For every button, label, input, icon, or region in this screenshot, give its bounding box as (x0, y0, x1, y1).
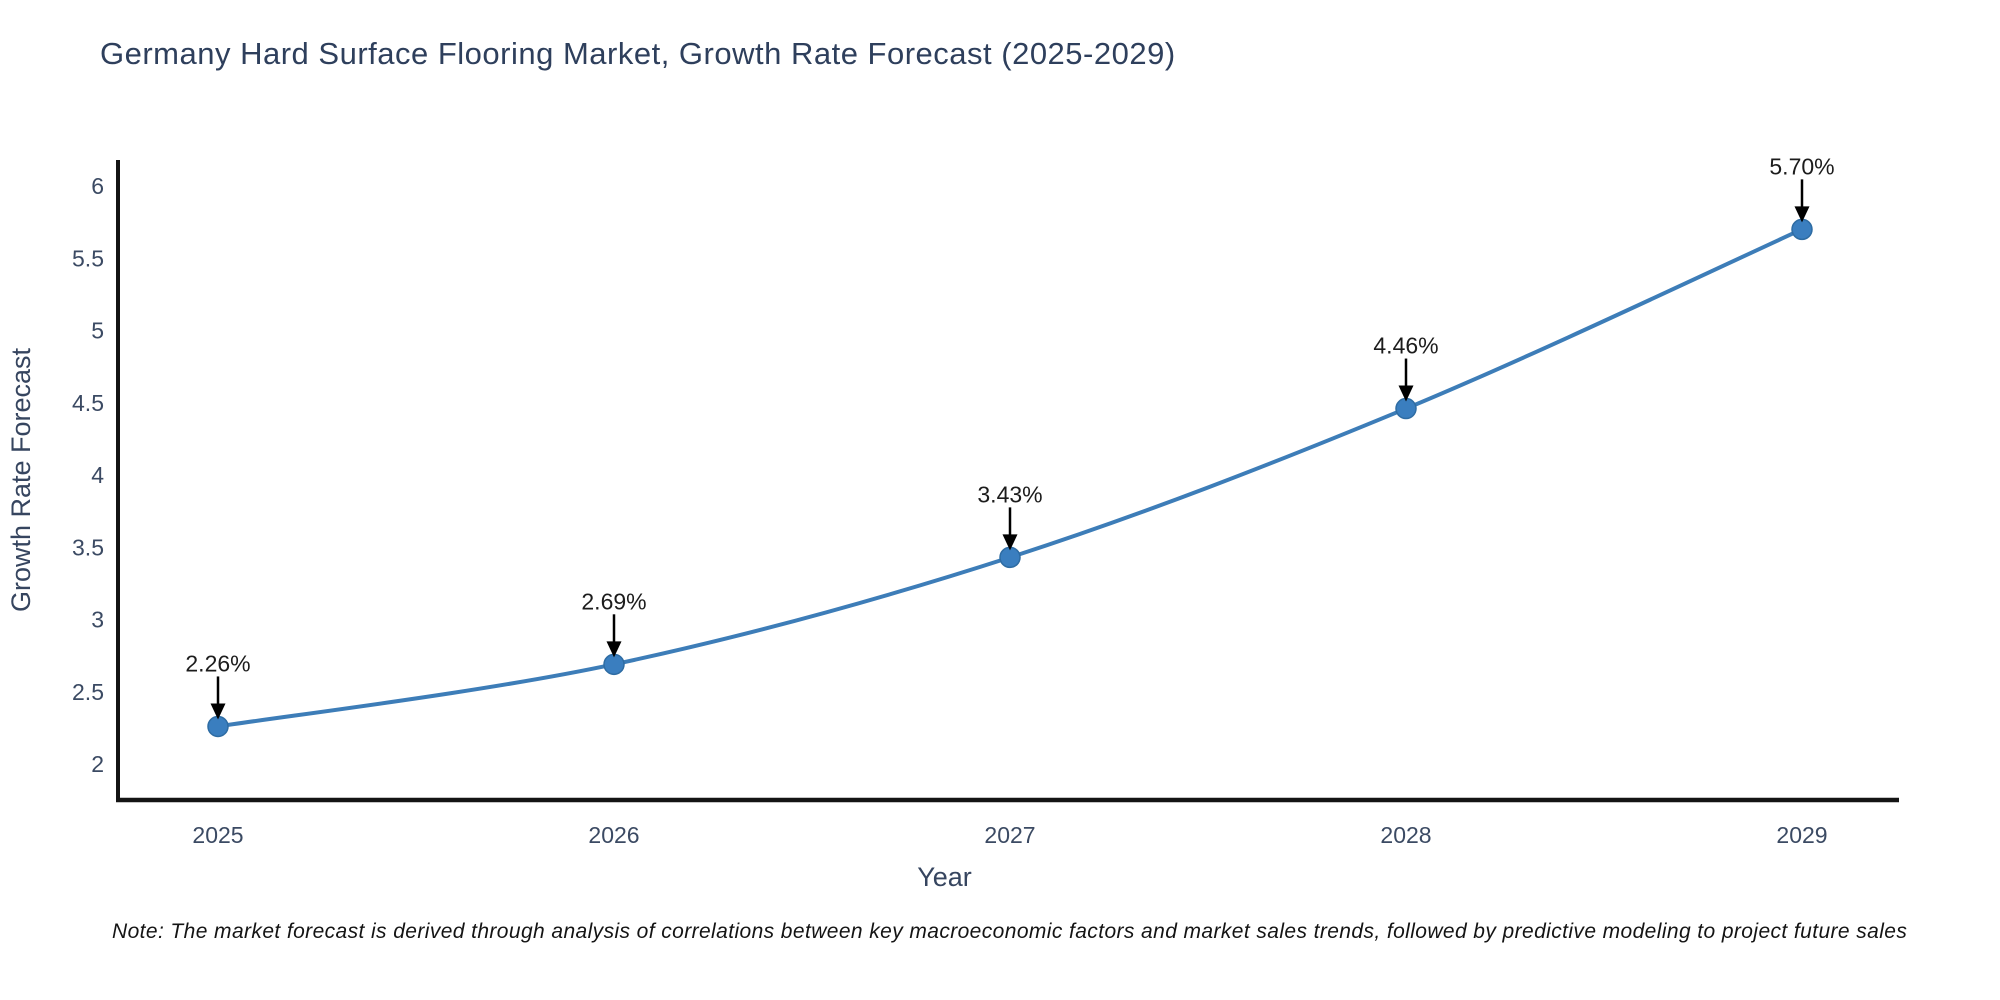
series-line (216, 227, 1804, 729)
y-axis-title: Growth Rate Forecast (6, 347, 36, 612)
annotation-label: 2.69% (581, 588, 646, 614)
annotation-arrowhead (1002, 534, 1018, 551)
x-tick-label: 2026 (588, 822, 639, 848)
y-tick-label: 5.5 (72, 245, 104, 271)
x-tick-label: 2025 (192, 822, 243, 848)
annotation-label: 5.70% (1769, 153, 1834, 179)
x-axis-title: Year (917, 862, 972, 892)
annotation-label: 2.26% (185, 650, 250, 676)
annotation-arrowhead (606, 641, 622, 658)
chart-footnote: Note: The market forecast is derived thr… (112, 920, 1908, 943)
annotation-arrowhead (1794, 206, 1810, 223)
y-tick-label: 2 (91, 751, 104, 777)
x-tick-label: 2027 (984, 822, 1035, 848)
annotation-label: 3.43% (977, 481, 1042, 507)
y-tick-label: 2.5 (72, 679, 104, 705)
annotation-arrowhead (210, 703, 226, 720)
annotation-arrowhead (1398, 385, 1414, 402)
chart-title: Germany Hard Surface Flooring Market, Gr… (100, 36, 1176, 71)
y-tick-label: 3 (91, 607, 104, 633)
y-tick-label: 3.5 (72, 534, 104, 560)
y-tick-label: 4 (91, 462, 104, 488)
y-tick-label: 4.5 (72, 390, 104, 416)
x-tick-label: 2028 (1380, 822, 1431, 848)
annotation-label: 4.46% (1373, 333, 1438, 359)
y-tick-label: 5 (91, 318, 104, 344)
x-tick-label: 2029 (1776, 822, 1827, 848)
y-tick-label: 6 (91, 173, 104, 199)
